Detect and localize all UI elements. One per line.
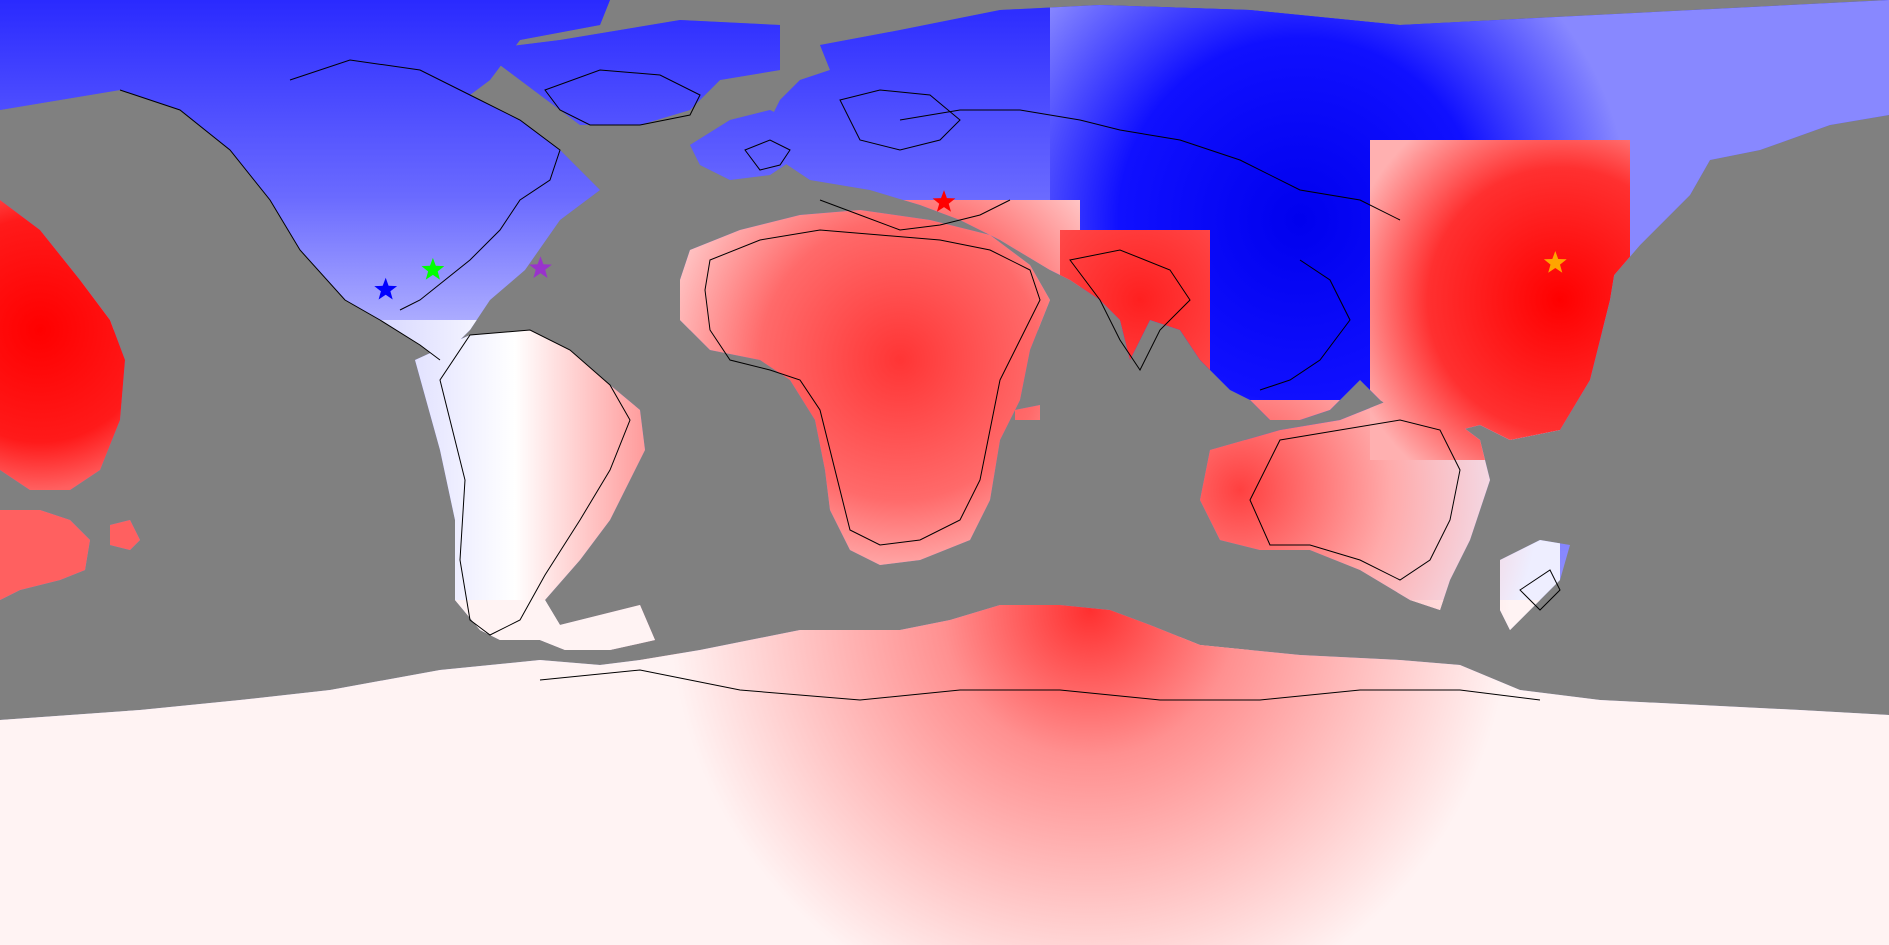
kansas-marker: [421, 257, 445, 280]
colorado-marker: [374, 277, 398, 300]
station-markers: [374, 190, 1567, 300]
london-marker: [932, 190, 956, 212]
coastlines: [119, 59, 1561, 701]
beijing-marker: [1543, 251, 1567, 273]
dc-marker: [529, 256, 552, 278]
